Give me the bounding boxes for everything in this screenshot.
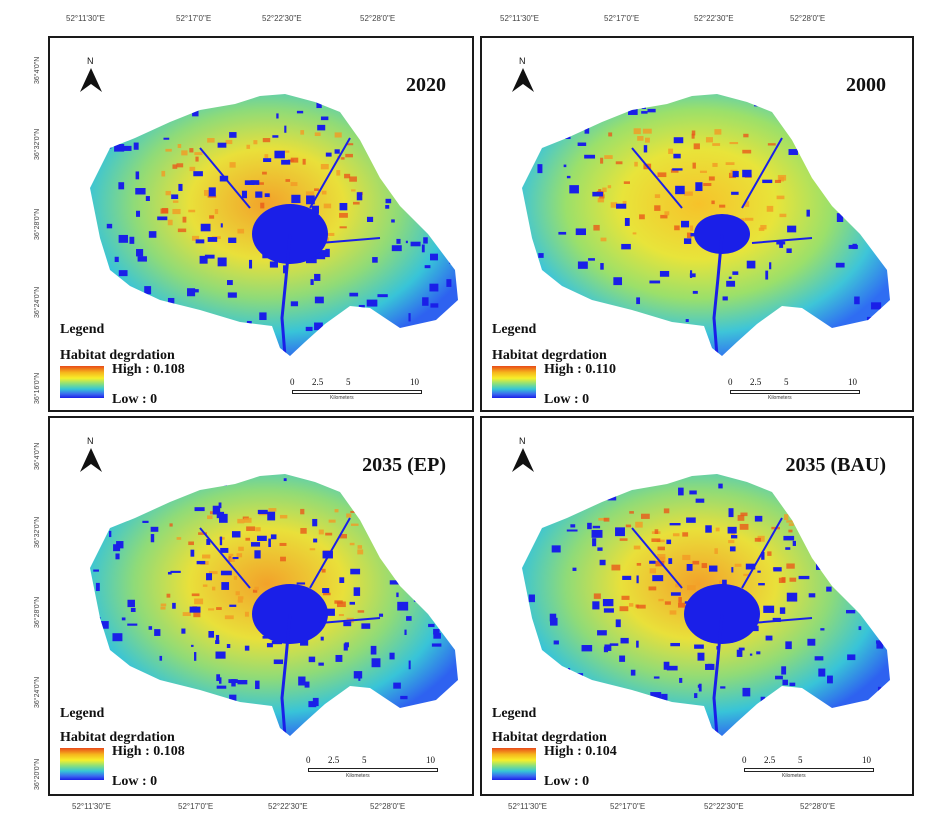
map-year-label: 2020 xyxy=(406,74,446,96)
map-year-label: 2000 xyxy=(846,74,886,96)
legend-subtitle: Habitat degrdation xyxy=(492,730,607,745)
map-panel-2035-ep: N 2035 (EP) Legend Habitat degrdation Hi… xyxy=(48,416,474,796)
map-panel-2000: N 2000 Legend Habitat degrdation High : … xyxy=(480,36,914,412)
map-year-label: 2035 (EP) xyxy=(362,454,446,476)
scale-unit: Kilometers xyxy=(782,773,806,779)
legend-low: Low : 0 xyxy=(544,774,590,789)
top-coord-3: 52°22'30"E xyxy=(262,14,302,23)
scale-unit: Kilometers xyxy=(330,395,354,401)
scale-tick: 5 xyxy=(784,377,789,387)
legend-subtitle: Habitat degrdation xyxy=(492,348,607,363)
top-coord-8: 52°28'0"E xyxy=(790,14,826,23)
habitat-map-2035-bau xyxy=(522,474,890,736)
north-arrow-icon: N xyxy=(76,56,106,96)
north-arrow-icon: N xyxy=(508,436,538,476)
map-panel-2020: N 2020 Legend Habitat degrdation High : … xyxy=(48,36,474,412)
legend-low: Low : 0 xyxy=(544,392,590,407)
scale-tick: 0 xyxy=(306,755,311,765)
scale-bar: 0 2.5 5 10 Kilometers xyxy=(728,377,870,402)
scale-bar: 0 2.5 5 10 Kilometers xyxy=(290,377,432,402)
legend-low: Low : 0 xyxy=(112,392,158,407)
scale-tick: 10 xyxy=(848,377,857,387)
scale-tick: 10 xyxy=(426,755,435,765)
scale-tick: 0 xyxy=(290,377,295,387)
bottom-coord-6: 52°17'0"E xyxy=(610,802,646,811)
scale-tick: 2.5 xyxy=(764,755,776,765)
color-ramp xyxy=(492,366,536,398)
left-coord-6: 36°4'0"N xyxy=(34,442,41,470)
scale-unit: Kilometers xyxy=(768,395,792,401)
bottom-coord-7: 52°22'30"E xyxy=(704,802,744,811)
north-arrow-icon: N xyxy=(508,56,538,96)
legend-high: High : 0.108 xyxy=(112,362,185,377)
map-panel-2035-bau: N 2035 (BAU) Legend Habitat degrdation H… xyxy=(480,416,914,796)
scale-tick: 2.5 xyxy=(312,377,324,387)
habitat-map-2000 xyxy=(522,94,890,356)
bottom-coord-1: 52°11'30"E xyxy=(72,802,112,811)
habitat-map-2035-ep xyxy=(90,474,458,736)
left-coord-1: 36°4'0"N xyxy=(34,56,41,84)
legend-high: High : 0.104 xyxy=(544,744,617,759)
top-coord-7: 52°22'30"E xyxy=(694,14,734,23)
bottom-coord-2: 52°17'0"E xyxy=(178,802,214,811)
left-coord-2: 36°32'0"N xyxy=(34,128,41,160)
habitat-map-2020 xyxy=(90,94,458,356)
legend-subtitle: Habitat degrdation xyxy=(60,348,175,363)
legend-title: Legend xyxy=(492,322,537,337)
top-coord-1: 52°11'30"E xyxy=(66,14,106,23)
color-ramp xyxy=(60,366,104,398)
bottom-coord-5: 52°11'30"E xyxy=(508,802,548,811)
left-coord-5: 36°16'0"N xyxy=(34,372,41,404)
scale-tick: 10 xyxy=(862,755,871,765)
scale-tick: 0 xyxy=(742,755,747,765)
legend-title: Legend xyxy=(60,706,105,721)
color-ramp xyxy=(492,748,536,780)
scale-tick: 10 xyxy=(410,377,419,387)
left-coord-8: 36°28'0"N xyxy=(34,596,41,628)
top-coord-2: 52°17'0"E xyxy=(176,14,212,23)
map-year-label: 2035 (BAU) xyxy=(785,454,886,476)
left-coord-4: 36°24'0"N xyxy=(34,286,41,318)
bottom-coord-4: 52°28'0"E xyxy=(370,802,406,811)
scale-tick: 5 xyxy=(362,755,367,765)
left-coord-3: 36°28'0"N xyxy=(34,208,41,240)
top-coord-6: 52°17'0"E xyxy=(604,14,640,23)
scale-tick: 2.5 xyxy=(750,377,762,387)
scale-tick: 5 xyxy=(798,755,803,765)
scale-bar: 0 2.5 5 10 Kilometers xyxy=(742,755,884,780)
scale-tick: 0 xyxy=(728,377,733,387)
legend-title: Legend xyxy=(60,322,105,337)
scale-tick: 5 xyxy=(346,377,351,387)
legend-subtitle: Habitat degrdation xyxy=(60,730,175,745)
legend-high: High : 0.108 xyxy=(112,744,185,759)
left-coord-10: 36°20'0"N xyxy=(34,758,41,790)
scale-bar: 0 2.5 5 10 Kilometers xyxy=(306,755,448,780)
north-arrow-icon: N xyxy=(76,436,106,476)
bottom-coord-8: 52°28'0"E xyxy=(800,802,836,811)
top-coord-4: 52°28'0"E xyxy=(360,14,396,23)
bottom-coord-3: 52°22'30"E xyxy=(268,802,308,811)
left-coord-9: 36°24'0"N xyxy=(34,676,41,708)
scale-tick: 2.5 xyxy=(328,755,340,765)
color-ramp xyxy=(60,748,104,780)
legend-title: Legend xyxy=(492,706,537,721)
scale-unit: Kilometers xyxy=(346,773,370,779)
legend-high: High : 0.110 xyxy=(544,362,616,377)
legend-low: Low : 0 xyxy=(112,774,158,789)
top-coord-5: 52°11'30"E xyxy=(500,14,540,23)
left-coord-7: 36°32'0"N xyxy=(34,516,41,548)
